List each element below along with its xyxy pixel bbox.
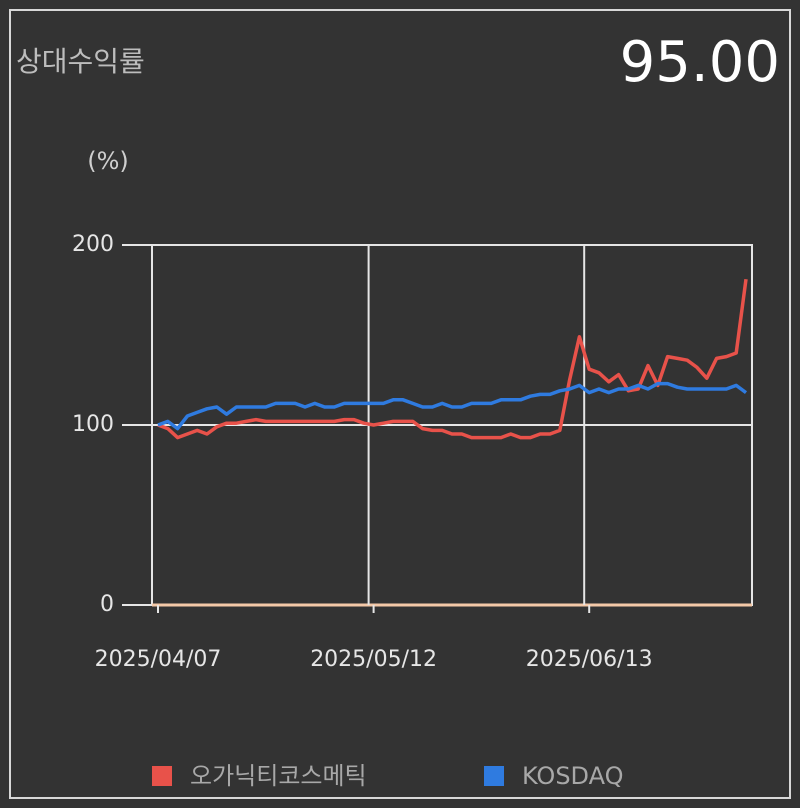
y-tick-label: 0 — [100, 592, 114, 617]
legend-swatch — [152, 766, 172, 786]
legend-label: 오가닉티코스메틱 — [190, 762, 367, 790]
y-tick-label: 100 — [72, 412, 114, 437]
x-tick-label: 2025/06/13 — [526, 647, 653, 672]
series-line — [157, 278, 748, 440]
x-tick-label: 2025/05/12 — [310, 647, 437, 672]
widget-value: 95.00 — [620, 30, 780, 95]
y-axis-label: (%) — [87, 147, 129, 175]
y-tick-label: 200 — [72, 232, 114, 257]
widget-title: 상대수익률 — [16, 45, 145, 78]
legend-label: KOSDAQ — [522, 762, 624, 790]
legend-swatch — [484, 766, 504, 786]
frame — [9, 9, 791, 799]
series-line — [157, 381, 748, 431]
x-tick-label: 2025/04/07 — [95, 647, 222, 672]
